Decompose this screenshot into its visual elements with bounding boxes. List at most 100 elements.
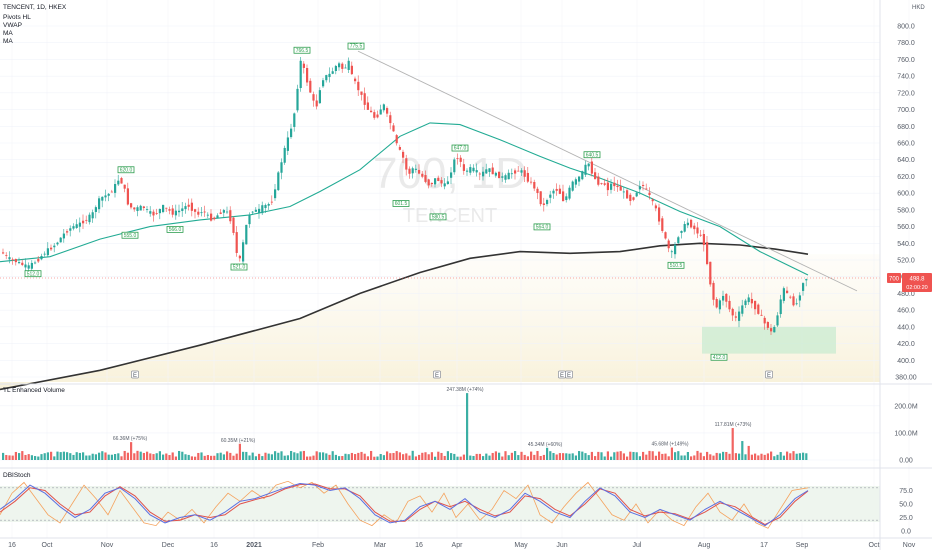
volume-bar[interactable]	[574, 455, 577, 460]
candle[interactable]	[549, 190, 552, 204]
candle[interactable]	[149, 206, 152, 217]
candle[interactable]	[210, 209, 213, 222]
candle[interactable]	[56, 241, 59, 246]
volume-bar[interactable]	[37, 456, 40, 460]
candle[interactable]	[85, 215, 88, 224]
volume-bar[interactable]	[126, 452, 129, 460]
volume-bar[interactable]	[334, 454, 337, 460]
candle[interactable]	[101, 196, 104, 208]
volume-bar[interactable]	[635, 452, 638, 460]
candle[interactable]	[88, 212, 91, 225]
time-axis[interactable]: 16 Oct Nov Dec 16 2021 Feb Mar 16 Apr May Jun Jul Aug…	[8, 542, 916, 549]
candle[interactable]	[792, 293, 795, 307]
candle[interactable]	[146, 205, 149, 213]
trendline[interactable]	[357, 50, 858, 292]
volume-bar[interactable]	[709, 454, 712, 460]
candle[interactable]	[590, 155, 593, 177]
candle[interactable]	[430, 182, 433, 187]
candle[interactable]	[232, 216, 235, 236]
volume-bar[interactable]	[318, 452, 321, 460]
candle[interactable]	[107, 193, 110, 202]
volume-bar[interactable]	[642, 451, 645, 460]
volume-bar[interactable]	[552, 453, 555, 460]
volume-bar[interactable]	[427, 454, 430, 460]
volume-bar[interactable]	[395, 451, 398, 460]
candle[interactable]	[299, 57, 302, 92]
volume-bar[interactable]	[683, 455, 686, 460]
volume-bar[interactable]	[219, 452, 222, 460]
candle[interactable]	[706, 236, 709, 266]
volume-bar[interactable]	[34, 456, 37, 460]
candle[interactable]	[594, 168, 597, 180]
volume-bar[interactable]	[418, 454, 421, 460]
candle[interactable]	[789, 295, 792, 300]
volume-bar[interactable]	[309, 456, 312, 460]
volume-bar[interactable]	[622, 453, 625, 460]
volume-bar[interactable]	[728, 453, 731, 460]
candle[interactable]	[728, 295, 731, 313]
candle[interactable]	[677, 235, 680, 245]
volume-bar[interactable]	[21, 451, 24, 460]
volume-bar[interactable]	[632, 451, 635, 460]
candle[interactable]	[293, 112, 296, 132]
volume-bar[interactable]	[75, 452, 78, 460]
candle[interactable]	[5, 252, 8, 260]
volume-bar[interactable]	[747, 445, 750, 460]
candle[interactable]	[648, 187, 651, 200]
volume-bar[interactable]	[674, 452, 677, 460]
candle[interactable]	[786, 286, 789, 294]
candle[interactable]	[670, 249, 673, 258]
volume-bar[interactable]	[571, 453, 574, 460]
candle[interactable]	[523, 166, 526, 182]
candle[interactable]	[763, 315, 766, 330]
volume-bar[interactable]	[693, 455, 696, 460]
candle[interactable]	[770, 323, 773, 336]
volume-bar[interactable]	[136, 450, 139, 460]
candle[interactable]	[699, 229, 702, 237]
candle[interactable]	[507, 169, 510, 180]
candle[interactable]	[600, 182, 603, 185]
volume-bar[interactable]	[466, 393, 469, 460]
candle[interactable]	[331, 67, 334, 75]
candle[interactable]	[610, 179, 613, 194]
volume-bar[interactable]	[523, 454, 526, 460]
volume-bar[interactable]	[629, 451, 632, 460]
candle[interactable]	[408, 166, 411, 179]
volume-bar[interactable]	[741, 441, 744, 460]
volume-bar[interactable]	[779, 452, 782, 460]
volume-bar[interactable]	[184, 454, 187, 460]
volume-bar[interactable]	[725, 452, 728, 460]
volume-bar[interactable]	[306, 456, 309, 460]
candle[interactable]	[661, 215, 664, 233]
volume-bar[interactable]	[517, 455, 520, 460]
volume-bar[interactable]	[501, 456, 504, 460]
volume-bar[interactable]	[562, 453, 565, 460]
candle[interactable]	[478, 171, 481, 181]
candle[interactable]	[328, 67, 331, 83]
volume-bar[interactable]	[443, 455, 446, 460]
candle[interactable]	[376, 110, 379, 119]
volume-bar[interactable]	[82, 452, 85, 460]
volume-bar[interactable]	[235, 453, 238, 460]
candle[interactable]	[11, 257, 14, 265]
candle[interactable]	[603, 178, 606, 187]
candle[interactable]	[338, 61, 341, 71]
volume-bar[interactable]	[498, 452, 501, 460]
candle[interactable]	[43, 251, 46, 257]
candle[interactable]	[565, 193, 568, 203]
candle[interactable]	[235, 226, 238, 257]
volume-axis[interactable]: 0.00 100.0M 200.0M	[894, 403, 918, 464]
volume-bar[interactable]	[293, 452, 296, 460]
earnings-icon[interactable]: E	[131, 370, 139, 379]
candle[interactable]	[674, 242, 677, 259]
candle[interactable]	[174, 204, 177, 220]
candle[interactable]	[533, 179, 536, 192]
volume-bar[interactable]	[446, 451, 449, 460]
volume-bar[interactable]	[258, 453, 261, 460]
volume-bar[interactable]	[587, 455, 590, 460]
volume-bar[interactable]	[786, 451, 789, 460]
candle[interactable]	[258, 203, 261, 219]
volume-bar[interactable]	[338, 456, 341, 460]
candle[interactable]	[450, 167, 453, 185]
